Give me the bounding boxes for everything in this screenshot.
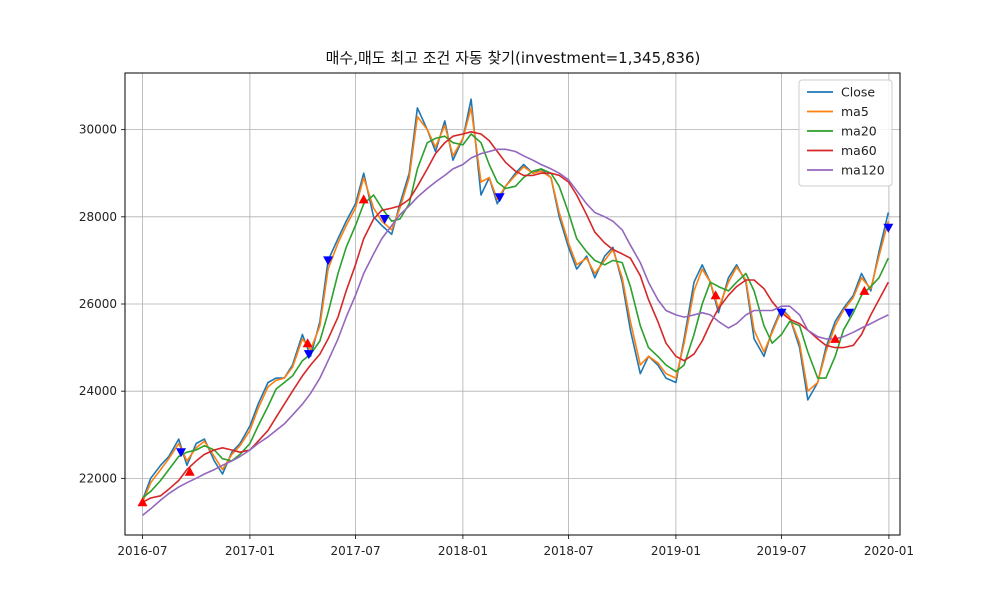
sell-marker — [776, 308, 787, 318]
x-tick-label: 2018-07 — [543, 544, 593, 558]
x-tick-label: 2017-07 — [330, 544, 380, 558]
y-tick-label: 22000 — [79, 471, 117, 485]
series-layer — [141, 98, 890, 517]
series-line-ma60 — [142, 131, 890, 504]
series-line-ma120 — [141, 148, 889, 517]
signal-markers — [137, 193, 894, 507]
buy-marker — [184, 466, 195, 476]
buy-marker — [830, 333, 841, 343]
sell-marker — [494, 193, 505, 203]
axis-ticks: 2016-07 2017-01 2017-07 2018-01 2018-07 2019-… — [79, 123, 914, 558]
buy-marker — [710, 290, 721, 300]
chart-title: 매수,매도 최고 조건 자동 찾기(investment=1,345,836) — [326, 49, 701, 67]
x-tick-label: 2018-01 — [438, 544, 488, 558]
x-tick-label: 2016-07 — [117, 544, 167, 558]
buy-marker — [302, 338, 313, 348]
x-tick-label: 2020-01 — [864, 544, 914, 558]
x-tick-label: 2019-01 — [651, 544, 701, 558]
sell-marker — [844, 308, 855, 318]
y-tick-label: 30000 — [79, 123, 117, 137]
legend-label-close: Close — [841, 85, 875, 100]
sell-marker — [883, 223, 894, 233]
y-tick-label: 24000 — [79, 384, 117, 398]
sell-marker — [176, 448, 187, 458]
series-line-ma5 — [141, 107, 890, 503]
x-tick-label: 2017-01 — [225, 544, 275, 558]
y-tick-label: 28000 — [79, 210, 117, 224]
legend: Close ma5 ma20 ma60 ma120 — [798, 79, 893, 187]
buy-marker — [358, 194, 369, 204]
legend-label-ma20: ma20 — [841, 124, 877, 139]
y-tick-label: 26000 — [79, 297, 117, 311]
buy-marker — [137, 497, 148, 507]
plot-frame — [124, 72, 901, 536]
legend-label-ma60: ma60 — [841, 143, 877, 158]
sell-marker — [379, 215, 390, 225]
sell-marker — [323, 256, 334, 266]
legend-box — [798, 79, 893, 187]
series-line-close — [141, 98, 890, 501]
series-line-ma20 — [141, 133, 890, 499]
buy-marker — [859, 285, 870, 295]
x-tick-label: 2019-07 — [756, 544, 806, 558]
sell-marker — [303, 350, 314, 360]
legend-label-ma120: ma120 — [841, 163, 885, 178]
legend-label-ma5: ma5 — [841, 104, 869, 119]
